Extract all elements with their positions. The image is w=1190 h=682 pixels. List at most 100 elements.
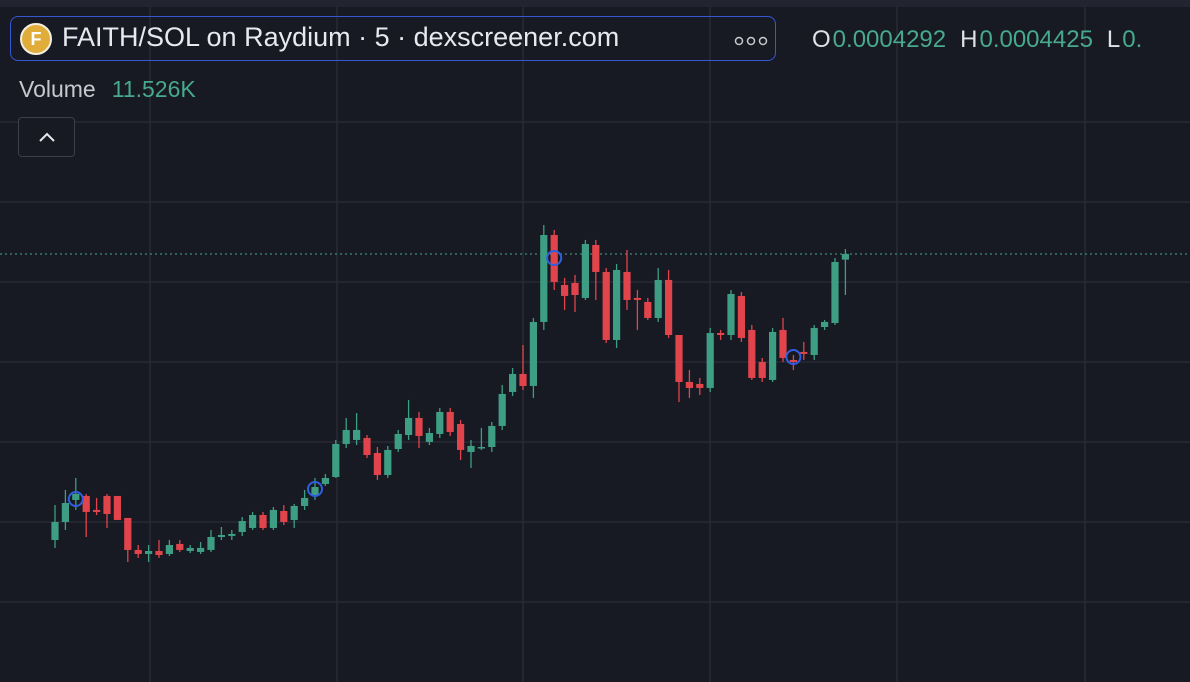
candle-body bbox=[165, 545, 173, 554]
candle-body bbox=[675, 335, 683, 382]
candle-body bbox=[436, 411, 444, 434]
candle-body bbox=[51, 521, 59, 540]
candle-body bbox=[363, 437, 371, 455]
candle-body bbox=[353, 429, 361, 440]
symbol-pill[interactable] bbox=[10, 16, 776, 61]
candle-body bbox=[467, 445, 475, 452]
candle-body bbox=[654, 279, 662, 318]
candle-body bbox=[155, 551, 163, 555]
legend-key: L bbox=[1106, 26, 1121, 53]
more-menu[interactable] bbox=[734, 36, 768, 46]
candle-body bbox=[93, 509, 101, 512]
candle-body bbox=[477, 447, 485, 449]
candle-body bbox=[561, 285, 569, 296]
legend-value: 0.0004425 bbox=[979, 26, 1093, 53]
candle-body bbox=[269, 509, 277, 528]
volume-legend: Volume 11.526K bbox=[19, 76, 196, 103]
candle-body bbox=[103, 495, 111, 514]
candle-body bbox=[821, 321, 829, 327]
candle-body bbox=[425, 433, 433, 442]
candle-body bbox=[61, 503, 69, 522]
candle-body bbox=[550, 235, 558, 282]
candle-body bbox=[249, 515, 257, 528]
candle-body bbox=[405, 417, 413, 435]
candle-body bbox=[727, 293, 735, 335]
candle-body bbox=[186, 547, 194, 551]
candle-body bbox=[696, 383, 704, 388]
candle-body bbox=[592, 245, 600, 272]
top-strip bbox=[0, 0, 1190, 7]
candle-body bbox=[529, 321, 537, 386]
trade-marker bbox=[785, 349, 802, 365]
candle-body bbox=[321, 477, 329, 484]
volume-value: 11.526K bbox=[111, 76, 196, 102]
candle-body bbox=[446, 411, 454, 432]
legend-value: 0.0004292 bbox=[832, 26, 947, 53]
candle-body bbox=[82, 495, 90, 512]
candle-body bbox=[290, 505, 298, 520]
candle-body bbox=[207, 537, 215, 550]
candle-body bbox=[810, 327, 818, 355]
legend-key: H bbox=[960, 26, 978, 53]
candle-body bbox=[498, 393, 506, 426]
legend-key: O bbox=[812, 26, 831, 53]
ohlc-legend: O0.0004292 H0.0004425 L0. bbox=[812, 26, 1156, 54]
candle-body bbox=[457, 423, 465, 450]
candle-body bbox=[602, 271, 610, 340]
candle-body bbox=[769, 331, 777, 380]
candle-body bbox=[706, 333, 714, 388]
candle-body bbox=[145, 551, 153, 554]
trade-marker bbox=[546, 249, 563, 266]
candle-body bbox=[72, 493, 80, 500]
candle-body bbox=[519, 373, 527, 386]
candle-body bbox=[779, 329, 787, 358]
collapse-button[interactable] bbox=[18, 117, 75, 157]
trade-marker bbox=[67, 491, 84, 507]
candle-body bbox=[717, 333, 725, 335]
candle-body bbox=[238, 521, 246, 532]
trade-marker bbox=[307, 481, 323, 497]
token-logo: F bbox=[20, 23, 52, 55]
candle-body bbox=[789, 359, 797, 362]
candle-body bbox=[509, 373, 517, 392]
candle-body bbox=[176, 543, 184, 550]
candle-body bbox=[685, 381, 693, 388]
chevron-up bbox=[39, 132, 55, 142]
candle-body bbox=[415, 417, 423, 436]
candle-body bbox=[197, 547, 205, 552]
candle-body bbox=[758, 361, 766, 378]
candle-body bbox=[644, 301, 652, 318]
candle-body bbox=[800, 351, 808, 354]
candle-body bbox=[748, 329, 756, 378]
candle-body bbox=[373, 453, 381, 475]
candle-body bbox=[259, 515, 267, 528]
candle-body bbox=[488, 425, 496, 447]
candle-body bbox=[665, 279, 673, 335]
candle-body bbox=[394, 433, 402, 449]
volume-label: Volume bbox=[19, 76, 96, 102]
candle-body bbox=[384, 449, 392, 475]
candle-body bbox=[228, 533, 236, 536]
candle-body bbox=[332, 443, 340, 477]
candle-body bbox=[540, 235, 548, 322]
candle-body bbox=[841, 253, 849, 260]
candle-body bbox=[301, 497, 309, 506]
candle-body bbox=[113, 495, 121, 520]
candle-body bbox=[280, 511, 288, 522]
candle-body bbox=[581, 243, 589, 298]
candle-body bbox=[623, 271, 631, 300]
candle-body bbox=[571, 283, 579, 295]
candle-body bbox=[613, 269, 621, 340]
candle-body bbox=[342, 429, 350, 444]
chart-title: FAITH/SOL on Raydium · 5 · dexscreener.c… bbox=[62, 22, 620, 52]
candle-body bbox=[831, 261, 839, 323]
candle-body bbox=[217, 535, 225, 537]
candle-body bbox=[311, 487, 319, 496]
candle-body bbox=[737, 295, 745, 338]
candle-body bbox=[124, 517, 132, 550]
candle-body bbox=[134, 549, 142, 554]
legend-value: 0. bbox=[1122, 26, 1143, 53]
candle-body bbox=[633, 297, 641, 300]
